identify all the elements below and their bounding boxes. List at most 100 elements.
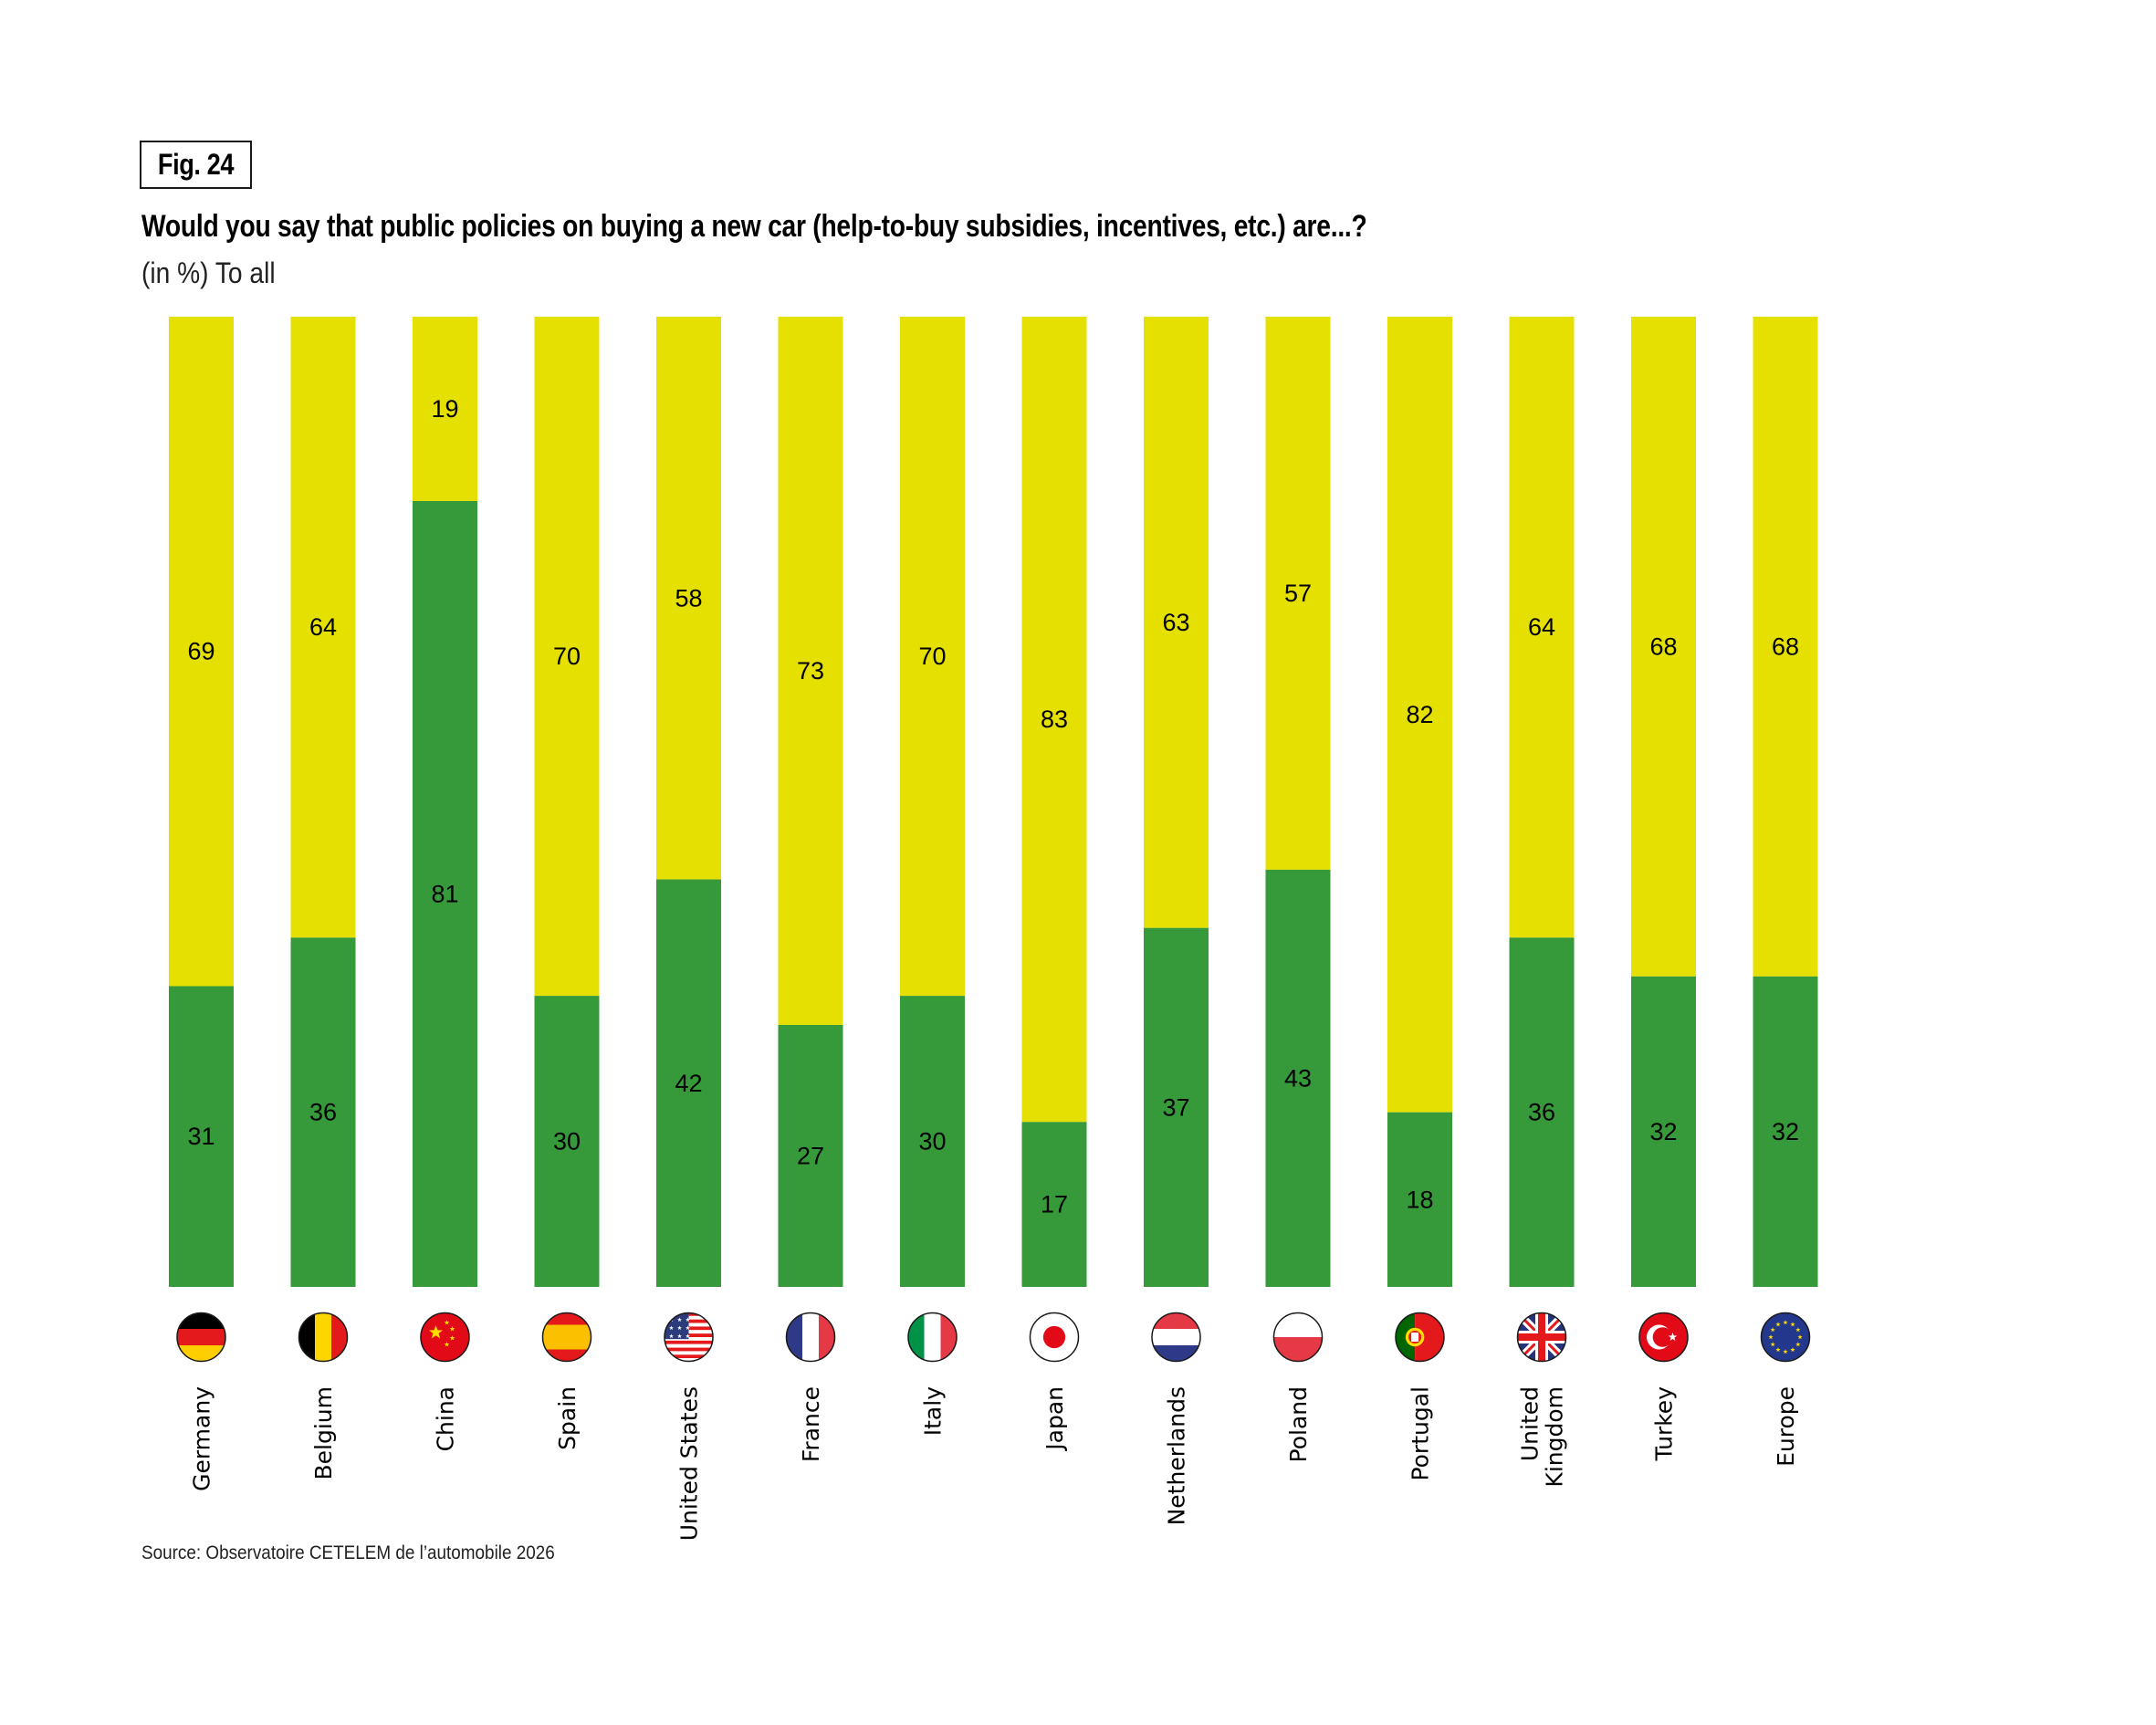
value-label-lower: 42 — [675, 1070, 702, 1097]
category-label-germany: Germany — [189, 1386, 215, 1491]
bar-segment-upper — [413, 317, 477, 501]
value-label-lower: 81 — [431, 880, 458, 907]
value-label-upper: 68 — [1772, 632, 1799, 660]
value-label-lower: 43 — [1284, 1064, 1312, 1092]
bar-europe: 68 32 — [1753, 317, 1818, 1287]
bar-belgium: 64 36 — [290, 317, 356, 1287]
category-label-japan: Japan — [1041, 1386, 1068, 1452]
flag-france-icon — [785, 1312, 836, 1363]
category-label-europe: Europe — [1773, 1386, 1799, 1467]
bars-group: 6931643619817030584273277030831763375743… — [169, 317, 1818, 1287]
bar-france: 73 27 — [778, 317, 843, 1287]
bar-spain: 70 30 — [534, 317, 600, 1287]
bar-segment-lower — [413, 500, 477, 1287]
bar-segment-upper — [1144, 317, 1209, 928]
bar-segment-upper — [1021, 317, 1087, 1123]
category-label-line: United States — [676, 1386, 703, 1541]
value-label-upper: 70 — [553, 643, 581, 670]
bar-italy: 70 30 — [900, 317, 965, 1287]
flag-japan-icon — [1029, 1312, 1080, 1363]
category-label-line: Europe — [1773, 1386, 1799, 1467]
category-label-line: Japan — [1041, 1386, 1068, 1452]
bar-segment-upper — [778, 317, 843, 1025]
bar-segment-lower — [1753, 976, 1818, 1287]
category-label-italy: Italy — [920, 1386, 947, 1436]
category-label-line: Turkey — [1651, 1386, 1678, 1462]
value-label-lower: 30 — [553, 1128, 581, 1155]
bar-segment-lower — [1387, 1112, 1452, 1287]
bar-segment-lower — [534, 996, 600, 1287]
category-label-line: Netherlands — [1164, 1386, 1190, 1525]
bar-segment-lower — [290, 937, 356, 1287]
bar-segment-upper — [1631, 317, 1696, 977]
category-label-turkey: Turkey — [1651, 1386, 1678, 1462]
category-label-line: France — [798, 1386, 824, 1462]
value-label-lower: 36 — [309, 1099, 337, 1126]
value-label-upper: 83 — [1041, 706, 1068, 733]
category-label-line: Poland — [1285, 1386, 1312, 1462]
figure-label-box: Fig. 24 — [140, 141, 252, 189]
category-label-line: Italy — [920, 1386, 947, 1436]
bar-segment-lower — [169, 986, 234, 1287]
bar-segment-upper — [290, 317, 356, 938]
bar-segment-lower — [656, 879, 721, 1287]
flag-germany-icon — [176, 1312, 226, 1363]
bar-segment-lower — [1265, 869, 1331, 1287]
flag-belgium-icon — [298, 1312, 349, 1363]
flag-portugal-icon — [1395, 1312, 1445, 1363]
value-label-upper: 73 — [797, 657, 824, 685]
value-label-lower: 18 — [1406, 1186, 1433, 1213]
category-label-netherlands: Netherlands — [1164, 1386, 1190, 1525]
category-label-line: Kingdom — [1542, 1386, 1568, 1488]
bar-portugal: 82 18 — [1387, 317, 1452, 1287]
bar-japan: 83 17 — [1021, 317, 1087, 1287]
bar-segment-upper — [534, 317, 600, 997]
value-label-lower: 32 — [1649, 1118, 1677, 1145]
value-label-upper: 64 — [1528, 613, 1555, 641]
value-label-upper: 58 — [675, 584, 702, 612]
bar-segment-upper — [1387, 317, 1452, 1113]
flag-italy-icon — [907, 1312, 958, 1363]
category-label-belgium: Belgium — [310, 1386, 337, 1480]
bar-segment-upper — [900, 317, 965, 997]
value-label-lower: 31 — [187, 1123, 215, 1150]
value-label-lower: 27 — [797, 1142, 824, 1169]
category-label-line: Spain — [554, 1386, 581, 1450]
category-label-line: Portugal — [1408, 1386, 1434, 1481]
value-label-upper: 19 — [431, 395, 458, 423]
value-label-upper: 70 — [918, 643, 946, 670]
category-label-line: Belgium — [310, 1386, 337, 1480]
bar-segment-lower — [778, 1024, 843, 1287]
flags-group — [176, 1312, 1811, 1363]
value-label-upper: 69 — [187, 638, 215, 665]
bar-germany: 69 31 — [169, 317, 234, 1287]
bar-poland: 57 43 — [1265, 317, 1331, 1287]
value-label-upper: 82 — [1406, 701, 1433, 728]
flag-turkey-icon — [1638, 1312, 1689, 1363]
value-label-upper: 63 — [1162, 609, 1189, 636]
source-note: Source: Observatoire CETELEM de l’automo… — [141, 1542, 555, 1563]
category-label-line: Germany — [189, 1386, 215, 1491]
bar-turkey: 68 32 — [1631, 317, 1696, 1287]
category-label-poland: Poland — [1285, 1386, 1312, 1462]
chart-subtitle: (in %) To all — [141, 256, 276, 289]
value-label-upper: 68 — [1649, 632, 1677, 660]
flag-poland-icon — [1272, 1312, 1324, 1363]
bar-segment-upper — [169, 317, 234, 987]
value-label-lower: 17 — [1041, 1191, 1068, 1218]
category-labels-group: Germany Belgium China Spain United States Fra… — [189, 1386, 1800, 1542]
category-label-united-states: United States — [676, 1386, 703, 1541]
category-label-france: France — [798, 1386, 824, 1462]
bar-segment-upper — [1265, 317, 1331, 870]
category-label-portugal: Portugal — [1408, 1386, 1434, 1481]
figure-label: Fig. 24 — [157, 148, 235, 181]
bar-segment-upper — [656, 317, 721, 880]
bar-segment-lower — [1144, 927, 1209, 1287]
flag-united-states-icon — [664, 1312, 714, 1363]
value-label-upper: 64 — [309, 613, 337, 641]
category-label-line: China — [433, 1386, 459, 1451]
bar-segment-lower — [1631, 976, 1696, 1287]
bar-united-kingdom: 64 36 — [1509, 317, 1575, 1287]
